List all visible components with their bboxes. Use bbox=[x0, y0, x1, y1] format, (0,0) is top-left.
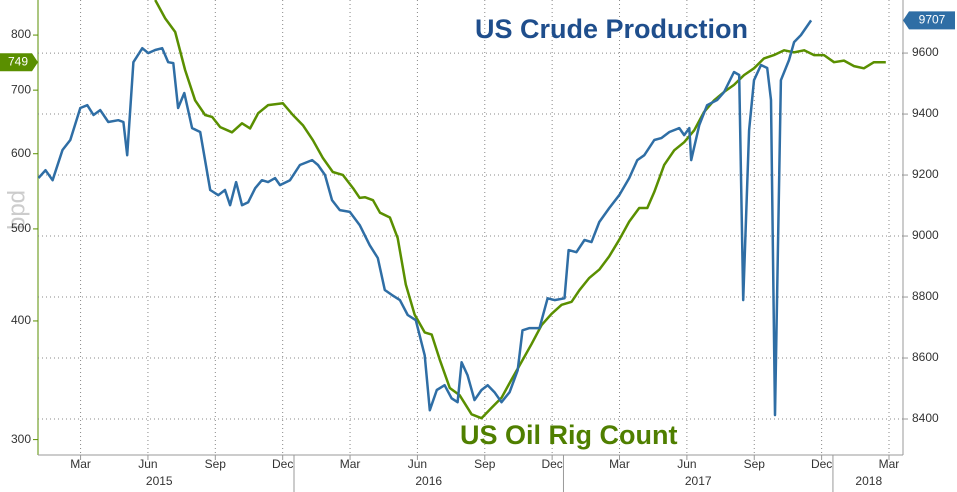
y-axis-label: bpd bbox=[3, 190, 30, 230]
year-label: 2018 bbox=[855, 474, 882, 488]
x-tick-label: Dec bbox=[272, 457, 293, 471]
y2-tick-label: 8400 bbox=[912, 411, 939, 425]
y-tick-label: 300 bbox=[11, 432, 31, 446]
x-tick-label: Mar bbox=[879, 457, 900, 471]
y-tick-label: 500 bbox=[11, 221, 31, 235]
x-tick-label: Sep bbox=[474, 457, 496, 471]
series-line bbox=[38, 19, 813, 417]
y2-tick-label: 9000 bbox=[912, 228, 939, 242]
series-line bbox=[154, 0, 886, 420]
y-tick-label: 600 bbox=[11, 146, 31, 160]
series-label: US Crude Production bbox=[475, 14, 748, 44]
series-label: US Oil Rig Count bbox=[460, 420, 677, 450]
last-value-box bbox=[0, 53, 38, 72]
year-label: 2016 bbox=[415, 474, 442, 488]
y2-tick-label: 9200 bbox=[912, 167, 939, 181]
x-tick-label: Sep bbox=[744, 457, 766, 471]
y2-tick-label: 9600 bbox=[912, 45, 939, 59]
last-value-label: 749 bbox=[8, 54, 28, 68]
y2-tick-label: 8600 bbox=[912, 350, 939, 364]
x-tick-label: Jun bbox=[408, 457, 427, 471]
y-tick-label: 700 bbox=[11, 82, 31, 96]
y2-tick-label: 8800 bbox=[912, 289, 939, 303]
y2-tick-label: 9400 bbox=[912, 106, 939, 120]
x-tick-label: Sep bbox=[205, 457, 227, 471]
last-value-label: 9707 bbox=[919, 13, 946, 27]
y-tick-label: 400 bbox=[11, 313, 31, 327]
x-tick-label: Dec bbox=[811, 457, 832, 471]
x-tick-label: Mar bbox=[340, 457, 361, 471]
last-value-box bbox=[903, 11, 955, 30]
year-label: 2015 bbox=[146, 474, 173, 488]
y-tick-label: 800 bbox=[11, 27, 31, 41]
x-tick-label: Jun bbox=[677, 457, 696, 471]
year-label: 2017 bbox=[685, 474, 712, 488]
x-tick-label: Jun bbox=[138, 457, 157, 471]
x-tick-label: Mar bbox=[609, 457, 630, 471]
x-tick-label: Mar bbox=[70, 457, 91, 471]
x-tick-label: Dec bbox=[541, 457, 562, 471]
